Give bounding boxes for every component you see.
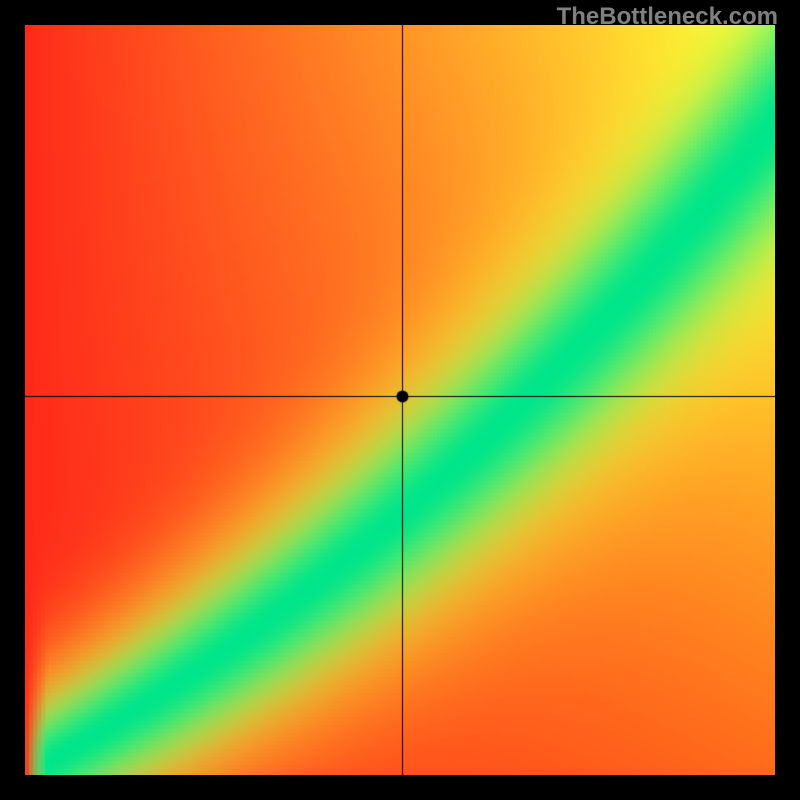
heatmap-canvas	[25, 25, 775, 775]
watermark-text: TheBottleneck.com	[557, 3, 778, 31]
plot-area	[25, 25, 775, 775]
